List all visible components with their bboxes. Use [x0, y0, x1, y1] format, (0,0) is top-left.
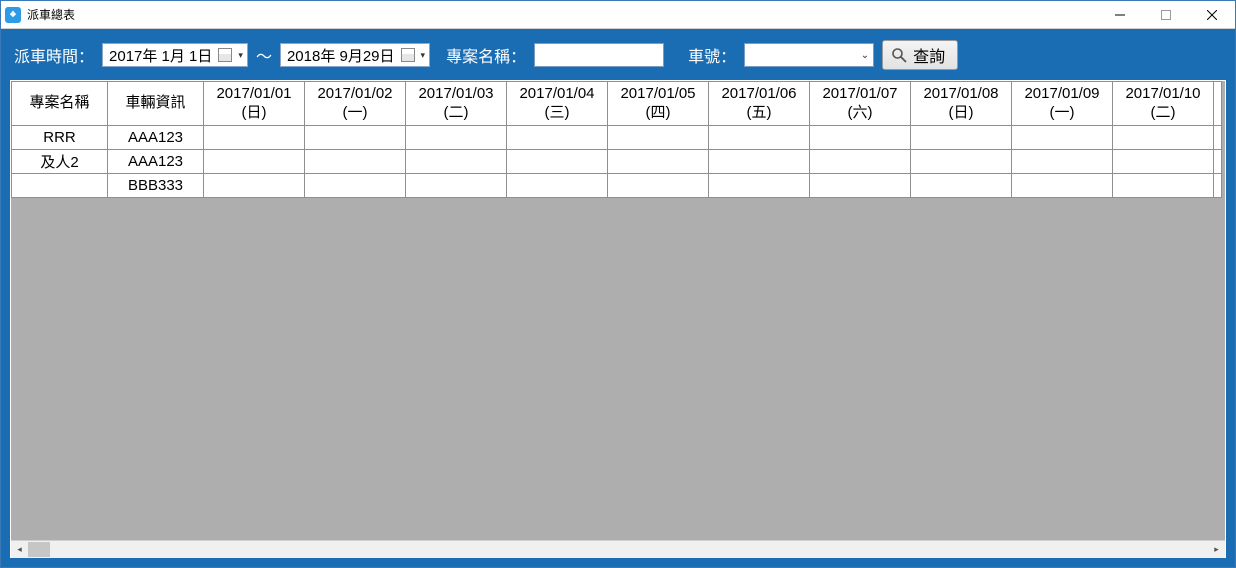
col-header-date[interactable]: 2017/01/10 (二) [1113, 82, 1214, 126]
cell-day[interactable] [709, 174, 810, 198]
cell-day[interactable] [608, 150, 709, 174]
filter-toolbar: 派車時間： 2017年 1月 1日 ▾ ～ 2018年 9月29日 ▾ 專案名稱… [10, 38, 1226, 80]
grid-viewport: 專案名稱 車輛資訊 2017/01/01 (日) 2017/01/02 (一) … [11, 81, 1225, 540]
window-title: 派車總表 [27, 6, 75, 23]
col-header-date[interactable]: 2017/01/09 (一) [1012, 82, 1113, 126]
col-header-date[interactable]: 2017/01/06 (五) [709, 82, 810, 126]
cell-day[interactable] [204, 150, 305, 174]
cell-day[interactable] [608, 174, 709, 198]
search-button[interactable]: 查詢 [882, 40, 958, 70]
cell-day[interactable] [810, 126, 911, 150]
cell-day[interactable] [305, 174, 406, 198]
scroll-right-button[interactable]: ▸ [1208, 541, 1225, 558]
cell-day[interactable] [406, 150, 507, 174]
cell-day[interactable] [911, 126, 1012, 150]
col-header-vehicle[interactable]: 車輛資訊 [108, 82, 204, 126]
col-header-date[interactable]: 2017/01/01 (日) [204, 82, 305, 126]
table-header-row: 專案名稱 車輛資訊 2017/01/01 (日) 2017/01/02 (一) … [12, 82, 1222, 126]
cell-day[interactable] [1012, 126, 1113, 150]
dispatch-time-label: 派車時間： [14, 43, 94, 67]
cell-stub [1214, 150, 1222, 174]
cell-day[interactable] [810, 174, 911, 198]
close-icon [1207, 10, 1217, 20]
horizontal-scrollbar[interactable]: ◂ ▸ [11, 540, 1225, 557]
cell-day[interactable] [1113, 174, 1214, 198]
cell-day[interactable] [911, 174, 1012, 198]
cell-day[interactable] [1012, 150, 1113, 174]
close-button[interactable] [1189, 1, 1235, 29]
table-row[interactable]: BBB333 [12, 174, 1222, 198]
scroll-thumb[interactable] [28, 542, 50, 557]
cell-day[interactable] [709, 126, 810, 150]
col-header-date[interactable]: 2017/01/03 (二) [406, 82, 507, 126]
maximize-button[interactable] [1143, 1, 1189, 29]
vehicle-number-combo[interactable]: ⌄ [744, 43, 874, 67]
cell-day[interactable] [507, 126, 608, 150]
maximize-icon [1161, 10, 1171, 20]
chevron-down-icon: ▾ [421, 50, 426, 61]
col-header-stub [1214, 82, 1222, 126]
window-frame: ❖ 派車總表 派車時間： 2017年 1月 1日 ▾ ～ 2018年 9月29日… [0, 0, 1236, 568]
col-header-date[interactable]: 2017/01/04 (三) [507, 82, 608, 126]
date-to-value: 2018年 9月29日 [287, 45, 395, 66]
cell-vehicle[interactable]: BBB333 [108, 174, 204, 198]
cell-vehicle[interactable]: AAA123 [108, 126, 204, 150]
cell-stub [1214, 126, 1222, 150]
cell-day[interactable] [810, 150, 911, 174]
cell-day[interactable] [1012, 174, 1113, 198]
cell-day[interactable] [507, 174, 608, 198]
col-header-project[interactable]: 專案名稱 [12, 82, 108, 126]
date-to-picker[interactable]: 2018年 9月29日 ▾ [280, 43, 430, 67]
table-row[interactable]: RRRAAA123 [12, 126, 1222, 150]
cell-project[interactable]: RRR [12, 126, 108, 150]
cell-day[interactable] [709, 150, 810, 174]
cell-project[interactable]: 及人2 [12, 150, 108, 174]
titlebar: ❖ 派車總表 [1, 1, 1235, 29]
cell-day[interactable] [406, 174, 507, 198]
search-icon [891, 47, 907, 63]
client-area: 派車時間： 2017年 1月 1日 ▾ ～ 2018年 9月29日 ▾ 專案名稱… [1, 29, 1235, 567]
chevron-down-icon: ⌄ [861, 50, 869, 61]
cell-day[interactable] [305, 150, 406, 174]
cell-day[interactable] [911, 150, 1012, 174]
search-button-label: 查詢 [913, 43, 945, 67]
app-icon: ❖ [5, 7, 21, 23]
cell-day[interactable] [1113, 126, 1214, 150]
cell-day[interactable] [1113, 150, 1214, 174]
date-from-picker[interactable]: 2017年 1月 1日 ▾ [102, 43, 248, 67]
date-range-separator: ～ [256, 43, 272, 67]
cell-day[interactable] [305, 126, 406, 150]
cell-day[interactable] [608, 126, 709, 150]
minimize-icon [1115, 10, 1125, 20]
calendar-icon [218, 48, 232, 62]
calendar-icon [401, 48, 415, 62]
col-header-date[interactable]: 2017/01/07 (六) [810, 82, 911, 126]
cell-day[interactable] [406, 126, 507, 150]
cell-project[interactable] [12, 174, 108, 198]
cell-day[interactable] [204, 126, 305, 150]
vehicle-number-label: 車號： [688, 43, 736, 67]
grid-container: 專案名稱 車輛資訊 2017/01/01 (日) 2017/01/02 (一) … [10, 80, 1226, 558]
scroll-left-button[interactable]: ◂ [11, 541, 28, 558]
cell-vehicle[interactable]: AAA123 [108, 150, 204, 174]
date-from-value: 2017年 1月 1日 [109, 45, 212, 66]
cell-stub [1214, 174, 1222, 198]
project-name-input[interactable] [534, 43, 664, 67]
cell-day[interactable] [507, 150, 608, 174]
col-header-date[interactable]: 2017/01/08 (日) [911, 82, 1012, 126]
cell-day[interactable] [204, 174, 305, 198]
scroll-track[interactable] [28, 541, 1208, 558]
project-name-label: 專案名稱： [446, 43, 526, 67]
schedule-table: 專案名稱 車輛資訊 2017/01/01 (日) 2017/01/02 (一) … [11, 81, 1222, 198]
chevron-down-icon: ▾ [238, 50, 243, 61]
table-row[interactable]: 及人2AAA123 [12, 150, 1222, 174]
minimize-button[interactable] [1097, 1, 1143, 29]
col-header-date[interactable]: 2017/01/05 (四) [608, 82, 709, 126]
col-header-date[interactable]: 2017/01/02 (一) [305, 82, 406, 126]
